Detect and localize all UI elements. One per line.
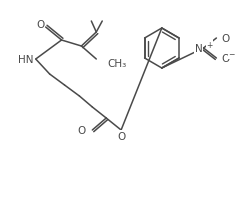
Text: CH₃: CH₃ [107,59,126,69]
Text: O: O [77,125,85,135]
Text: O: O [37,20,45,30]
Text: N: N [195,44,202,54]
Text: O: O [221,54,230,64]
Text: HN: HN [18,55,34,65]
Text: O: O [221,34,230,44]
Text: O: O [117,131,125,141]
Text: +: + [206,40,213,49]
Text: −: − [228,50,235,59]
